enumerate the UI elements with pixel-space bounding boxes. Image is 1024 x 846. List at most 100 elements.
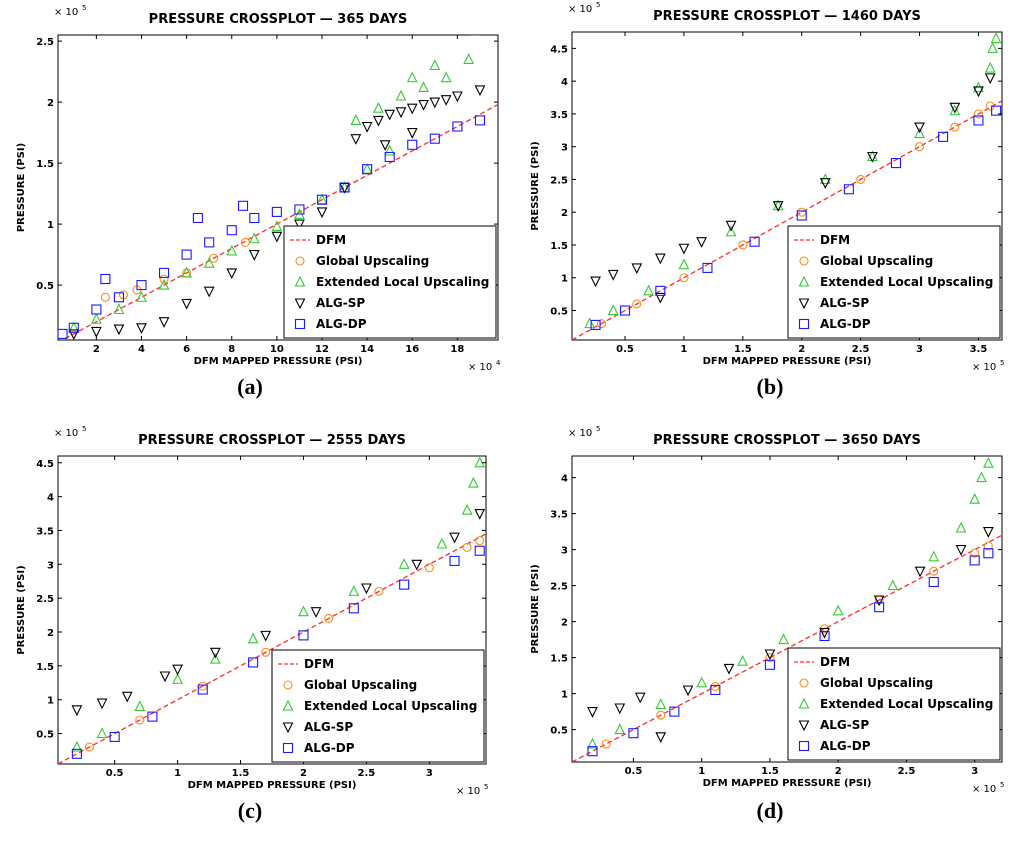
data-point-global-upscaling	[950, 122, 960, 132]
data-point-global-upscaling	[765, 653, 775, 663]
data-point-alg-sp	[172, 664, 183, 676]
x-tick-label: 0.5	[625, 766, 643, 777]
data-point-extended-local-upscaling	[778, 633, 789, 645]
data-point-alg-dp	[192, 212, 203, 224]
data-point-alg-sp	[121, 691, 133, 703]
x-multiplier-exponent: 5	[1000, 781, 1004, 789]
data-point-extended-local-upscaling	[181, 266, 193, 278]
legend-swatch-global-upscaling	[283, 680, 293, 690]
x-tick-label: 1	[698, 766, 705, 777]
x-multiplier: × 10	[468, 362, 492, 373]
data-point-alg-sp	[451, 91, 463, 103]
data-point-extended-local-upscaling	[832, 604, 844, 616]
data-point-extended-local-upscaling	[203, 256, 215, 268]
x-tick-label: 1.5	[761, 766, 779, 777]
data-point-alg-sp	[955, 545, 967, 556]
y-tick-label: 1.5	[36, 159, 54, 170]
data-point-global-upscaling	[159, 274, 169, 284]
legend-entry: Global Upscaling	[820, 254, 933, 268]
chart-title: PRESSURE CROSSPLOT — 365 DAYS	[149, 12, 408, 27]
chart-panel-c: PRESSURE CROSSPLOT — 2555 DAYS 0.5 1 1.5 2 2.…	[0, 423, 512, 846]
data-point-extended-local-upscaling	[461, 503, 473, 515]
legend-swatch-alg-sp	[798, 298, 810, 310]
x-tick-label: 0.5	[616, 344, 634, 355]
y-tick-label: 1.5	[36, 662, 54, 673]
data-point-alg-sp	[181, 298, 193, 310]
data-point-alg-dp	[628, 728, 639, 739]
x-axis-label: DFM MAPPED PRESSURE (PSI)	[703, 778, 872, 789]
series-alg-dp	[71, 545, 485, 759]
data-point-alg-sp	[474, 85, 486, 97]
x-tick-label: 18	[450, 344, 464, 355]
series-alg-dp	[58, 115, 485, 339]
data-point-alg-dp	[474, 545, 485, 556]
legend-entry: Global Upscaling	[316, 254, 429, 268]
data-point-alg-dp	[294, 204, 305, 215]
data-point-global-upscaling	[424, 563, 434, 573]
data-point-extended-local-upscaling	[914, 127, 925, 139]
data-point-extended-local-upscaling	[463, 53, 475, 64]
data-point-alg-dp	[159, 267, 170, 278]
data-point-alg-sp	[158, 317, 170, 328]
data-point-extended-local-upscaling	[406, 71, 418, 83]
legend-box	[787, 225, 1001, 339]
data-point-alg-sp	[384, 109, 396, 121]
data-point-alg-dp	[991, 105, 1002, 116]
x-multiplier-exponent: 5	[484, 783, 488, 791]
legend-box	[271, 649, 485, 763]
chart-panel-b: PRESSURE CROSSPLOT — 1460 DAYS 0.5 1 1.5 2 2.…	[512, 0, 1024, 423]
series-line-dfm	[572, 100, 1002, 340]
x-multiplier: × 10	[972, 362, 996, 373]
y-multiplier-exponent: 5	[596, 425, 600, 433]
legend-entry: DFM	[820, 233, 850, 247]
x-tick-label: 1	[174, 768, 181, 779]
y-tick-label: 2	[561, 208, 568, 219]
x-tick-label: 3	[916, 344, 923, 355]
y-tick-label: 3.5	[550, 110, 568, 121]
data-point-alg-dp	[983, 548, 994, 559]
data-point-alg-sp	[96, 698, 108, 710]
series-global-upscaling	[100, 237, 250, 302]
series-global-upscaling	[601, 541, 993, 749]
x-tick-label: 6	[183, 344, 190, 355]
chart-svg-b: PRESSURE CROSSPLOT — 1460 DAYS 0.5 1 1.5 2 2.…	[530, 1, 1004, 373]
data-point-extended-local-upscaling	[136, 291, 147, 302]
legend-entry: ALG-DP	[820, 317, 871, 331]
data-point-alg-dp	[100, 273, 111, 285]
data-point-alg-sp	[772, 201, 784, 212]
data-point-alg-sp	[316, 207, 328, 219]
data-point-alg-sp	[474, 508, 486, 520]
data-point-alg-dp	[590, 319, 601, 330]
data-point-extended-local-upscaling	[955, 521, 967, 533]
panel-label-d: (d)	[756, 798, 784, 823]
data-point-alg-dp	[71, 748, 82, 759]
data-point-alg-dp	[298, 630, 309, 641]
data-point-alg-sp	[764, 649, 776, 661]
x-tick-label: 2.5	[898, 766, 916, 777]
chart-panel-d: PRESSURE CROSSPLOT — 3650 DAYS 0.5 1 1.5 2 2.…	[512, 423, 1024, 846]
y-multiplier: × 10	[568, 4, 592, 15]
data-point-extended-local-upscaling	[398, 558, 410, 569]
data-point-alg-dp	[248, 657, 259, 668]
data-point-alg-sp	[949, 102, 961, 114]
y-tick-label: 1	[561, 274, 568, 285]
data-point-alg-dp	[109, 731, 120, 742]
data-point-alg-sp	[350, 134, 362, 145]
data-point-alg-sp	[973, 86, 984, 98]
y-tick-label: 1.5	[550, 654, 568, 665]
series-alg-sp	[71, 508, 486, 717]
data-point-extended-local-upscaling	[584, 317, 596, 329]
data-point-global-upscaling	[374, 586, 384, 596]
legend-swatch-alg-dp	[798, 740, 810, 752]
data-point-alg-sp	[873, 595, 885, 607]
data-point-extended-local-upscaling	[587, 737, 598, 749]
data-point-alg-sp	[113, 324, 125, 336]
data-point-extended-local-upscaling	[172, 673, 183, 684]
data-point-alg-sp	[260, 630, 272, 642]
y-tick-label: 3	[47, 560, 54, 571]
data-point-alg-sp	[614, 703, 626, 715]
data-point-alg-sp	[373, 115, 384, 127]
data-point-extended-local-upscaling	[90, 313, 102, 324]
data-point-global-upscaling	[983, 541, 993, 551]
